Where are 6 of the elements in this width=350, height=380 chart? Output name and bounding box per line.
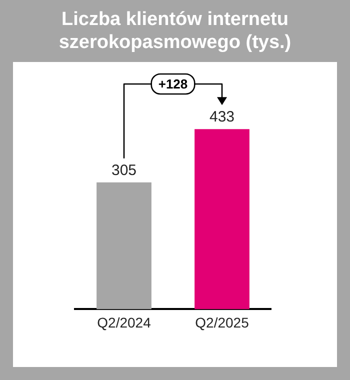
text: +128 xyxy=(158,76,188,92)
chart-title: Liczba klientów internetu szerokopasmowego (tys.) xyxy=(58,8,292,54)
x-tick-label: Q2/2024 xyxy=(97,314,152,330)
data-label: 305 xyxy=(111,162,137,179)
data-label: 433 xyxy=(209,108,235,126)
x-tick-label: Q2/2025 xyxy=(195,314,250,330)
